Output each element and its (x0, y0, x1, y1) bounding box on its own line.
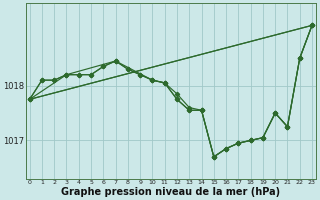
X-axis label: Graphe pression niveau de la mer (hPa): Graphe pression niveau de la mer (hPa) (61, 187, 280, 197)
